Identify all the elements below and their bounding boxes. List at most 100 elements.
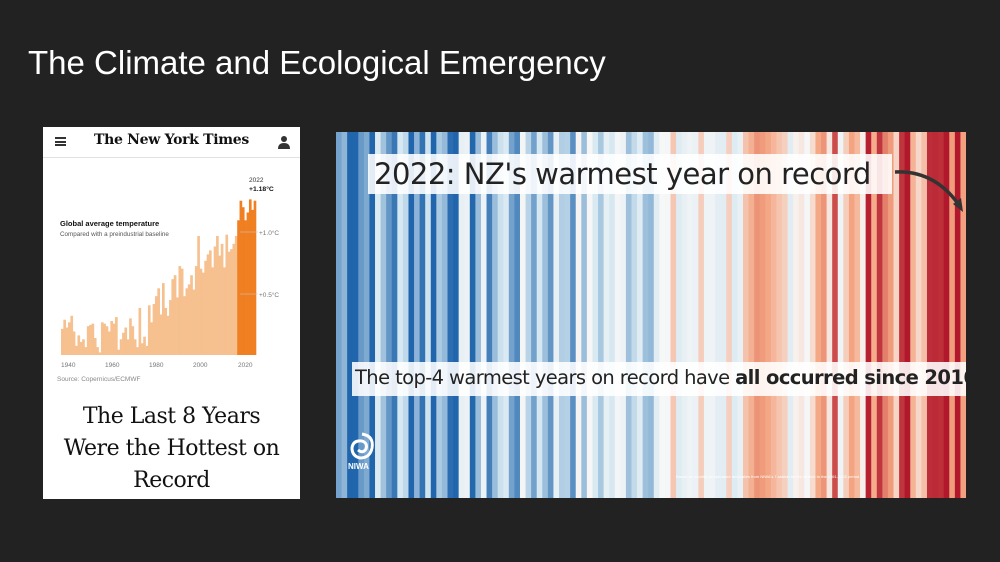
warming-stripe: [720, 132, 727, 498]
temperature-bar: [199, 268, 203, 355]
warming-stripe: [776, 132, 783, 498]
temperature-bar: [72, 331, 76, 355]
warming-stripe: [441, 132, 448, 498]
y-tick-label: +0.5°C: [259, 291, 279, 299]
warming-stripe: [938, 132, 945, 498]
warming-stripe: [375, 132, 382, 498]
warming-stripe: [447, 132, 454, 498]
warming-stripe: [592, 132, 599, 498]
warming-stripe: [770, 132, 777, 498]
temperature-bar: [187, 284, 191, 355]
warming-stripe: [369, 132, 376, 498]
temperature-bar: [176, 297, 179, 355]
article-headline[interactable]: The Last 8 Years Were the Hottest on Rec…: [43, 401, 300, 497]
x-tick-label: 2020: [238, 362, 253, 369]
temperature-bar: [197, 236, 200, 355]
temperature-bar: [209, 250, 212, 355]
warming-stripe: [759, 132, 766, 498]
warming-stripe: [904, 132, 911, 498]
warming-stripe: [887, 132, 894, 498]
temperature-bar: [112, 323, 116, 355]
menu-icon[interactable]: [55, 137, 66, 146]
temperature-bar: [82, 339, 85, 355]
stripes-footnote: Based on monthly temperature anomalies f…: [676, 474, 860, 479]
temperature-bar: [194, 266, 198, 355]
caption-bottom: The top-4 warmest years on record have a…: [355, 366, 966, 389]
warming-stripe: [419, 132, 426, 498]
warming-stripe: [703, 132, 710, 498]
temperature-bar: [107, 331, 111, 355]
temperature-bar: [136, 347, 139, 355]
temperature-bar: [122, 332, 125, 355]
warming-stripe: [336, 132, 342, 498]
temperature-bar: [169, 300, 172, 355]
caption-bottom-bold: all occurred since 2016: [735, 366, 966, 389]
warming-stripe: [854, 132, 861, 498]
temperature-bar: [213, 246, 217, 355]
temperature-bar: [115, 317, 118, 355]
chart-source: Source: Copernicus/ECMWF: [57, 376, 141, 383]
temperature-bar: [150, 322, 153, 355]
warming-stripe: [603, 132, 610, 498]
warming-stripe: [793, 132, 800, 498]
warming-stripe: [882, 132, 889, 498]
warming-stripe: [625, 132, 632, 498]
warming-stripe: [832, 132, 839, 498]
y-tick-label: +1.0°C: [259, 229, 279, 237]
temperature-bar: [185, 288, 189, 355]
warming-stripe: [497, 132, 504, 498]
warming-stripe: [809, 132, 816, 498]
annotation-year: 2022: [249, 177, 264, 184]
warming-stripe: [787, 132, 794, 498]
temperature-bar: [91, 323, 95, 355]
warming-stripe: [503, 132, 510, 498]
temperature-bar: [206, 254, 210, 355]
niwa-swirl-icon: [350, 432, 374, 460]
temperature-bar: [227, 251, 231, 355]
temperature-bar: [239, 200, 243, 355]
temperature-bar: [234, 236, 238, 355]
warming-stripe: [676, 132, 683, 498]
warming-stripe: [915, 132, 922, 498]
temperature-bar: [190, 275, 193, 355]
chart-subtitle: Compared with a preindustrial baseline: [60, 231, 169, 238]
temperature-bar: [225, 234, 229, 355]
temperature-bar: [68, 322, 71, 355]
warming-stripe: [486, 132, 493, 498]
warming-stripe: [848, 132, 855, 498]
temperature-bar: [211, 267, 215, 355]
warming-stripe: [731, 132, 738, 498]
caption-bottom-box: The top-4 warmest years on record have a…: [352, 362, 966, 396]
nyt-masthead[interactable]: The New York Times: [93, 132, 249, 148]
temperature-bar: [61, 328, 64, 355]
warming-stripe: [514, 132, 521, 498]
warming-stripe: [949, 132, 956, 498]
warming-stripe: [954, 132, 961, 498]
warming-stripe: [692, 132, 699, 498]
warming-stripe: [754, 132, 761, 498]
warming-stripe: [631, 132, 638, 498]
temperature-bar: [171, 279, 175, 355]
warming-stripe: [542, 132, 549, 498]
warming-stripe: [653, 132, 660, 498]
warming-stripe: [715, 132, 722, 498]
user-icon[interactable]: [278, 135, 290, 149]
temperature-bar: [152, 304, 156, 355]
nyt-article-card[interactable]: The New York Times Global average temper…: [43, 127, 300, 499]
warming-stripe: [559, 132, 565, 498]
warming-stripe: [519, 132, 526, 498]
niwa-logo-text: NIWA: [348, 462, 369, 471]
warming-stripe: [860, 132, 867, 498]
temperature-bar: [100, 322, 104, 355]
warming-stripe: [876, 132, 883, 498]
temperature-bar: [223, 267, 226, 355]
temperature-bar: [140, 343, 144, 355]
warming-stripe: [637, 132, 644, 498]
warming-stripe: [932, 132, 939, 498]
temperature-bar: [157, 288, 160, 355]
warming-stripe: [698, 132, 705, 498]
warming-stripe: [681, 132, 688, 498]
temperature-bar: [138, 307, 142, 355]
temperature-bar: [70, 315, 74, 355]
warming-stripe: [531, 132, 538, 498]
